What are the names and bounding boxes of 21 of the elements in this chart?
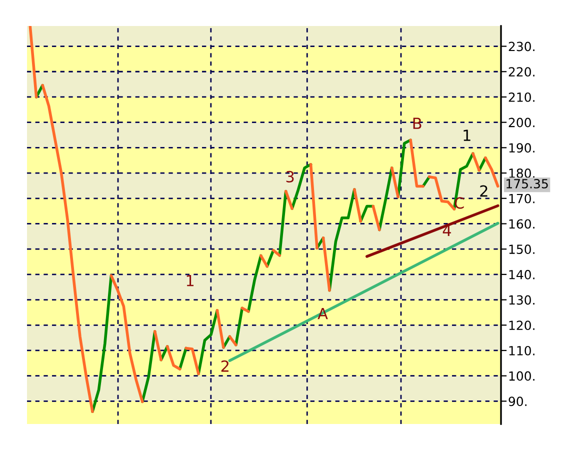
annotation: 2	[480, 185, 488, 197]
y-tick-label: 130.	[509, 295, 534, 305]
text: 175.35	[506, 178, 548, 188]
annotation: 2	[221, 360, 228, 372]
y-tick-label: 140.	[509, 270, 534, 280]
y-tick-label: 110.	[509, 346, 534, 356]
annotation: 1	[464, 130, 470, 141]
y-tick-label: 150.	[509, 244, 534, 254]
y-tick-label: 220.	[508, 67, 534, 77]
y-tick-label: 190.	[509, 143, 534, 153]
y-tick-label: 120.	[509, 320, 534, 330]
annotation: 1	[186, 274, 194, 286]
y-tick-label: 210.	[508, 92, 534, 102]
annotation: B	[413, 118, 422, 129]
y-tick-label: 160.	[509, 219, 534, 229]
y-tick-label: 170.	[509, 194, 534, 204]
y-tick-label: 200.	[508, 118, 534, 128]
y-tick-label: 90.	[508, 396, 526, 406]
y-tick-label: 230.	[508, 42, 534, 52]
y-tick-label: 100.	[509, 371, 534, 381]
annotation: 3	[286, 170, 294, 182]
